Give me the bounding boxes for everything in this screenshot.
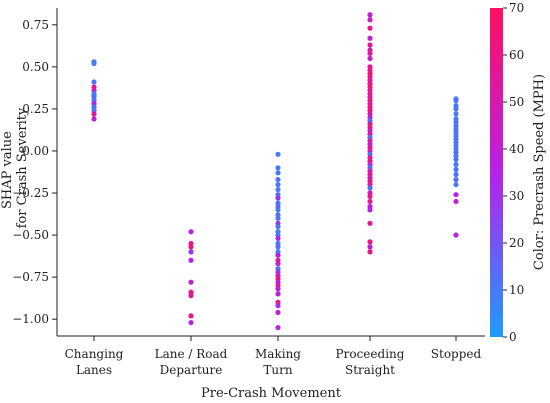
y-tick-label: −0.25	[12, 186, 49, 200]
data-point	[367, 249, 373, 255]
x-tick-label: Stopped	[431, 347, 482, 361]
y-axis-title-line-2: for Crash Severity	[15, 107, 30, 228]
data-point	[188, 244, 194, 250]
colorbar-tick-label: 0	[509, 330, 517, 344]
y-tick-label: 0.75	[22, 18, 49, 32]
colorbar-tick-label: 10	[509, 283, 524, 297]
y-axis-ticks: 0.75 0.50 0.25 0.00 −0.25 −0.50 −0.75 −1.00	[12, 18, 57, 326]
data-point	[367, 220, 373, 226]
x-tick-label: Proceeding Straight	[336, 347, 405, 377]
data-point	[453, 156, 459, 162]
data-point	[275, 244, 281, 250]
y-tick-label: −0.75	[12, 270, 49, 284]
data-point	[275, 176, 281, 183]
colorbar-tick-label: 60	[509, 48, 524, 62]
colorbar-title: Color: Precrash Speed (MPH)	[532, 74, 547, 270]
data-point	[275, 261, 281, 267]
data-point	[188, 257, 194, 263]
data-point	[367, 198, 373, 205]
data-point	[188, 249, 194, 255]
colorbar-ticks: 0 10 20 30 40 50 60 70	[503, 1, 524, 344]
y-tick-label: 0.25	[22, 102, 49, 116]
y-tick-label: −1.00	[12, 312, 49, 326]
data-point	[453, 97, 459, 104]
data-point	[275, 195, 281, 201]
data-point	[275, 187, 281, 193]
data-point	[188, 279, 194, 285]
data-point	[453, 166, 459, 173]
colorbar: 0 10 20 30 40 50 60 70	[490, 1, 524, 344]
data-point	[367, 35, 373, 41]
data-point	[275, 286, 281, 292]
data-point	[367, 55, 373, 62]
x-tick-label: Changing Lanes	[65, 347, 124, 377]
data-point	[275, 252, 281, 258]
y-axis-title: SHAP value for Crash Severity	[0, 107, 30, 228]
plot-area	[56, 8, 485, 337]
data-point	[275, 215, 281, 221]
data-point	[91, 111, 97, 117]
data-point	[367, 25, 373, 31]
data-point	[275, 165, 281, 171]
data-point	[453, 176, 459, 183]
data-point	[367, 193, 373, 199]
data-point	[367, 207, 373, 213]
data-point	[188, 313, 194, 319]
data-point	[453, 232, 459, 238]
y-axis-title-line-1: SHAP value	[0, 131, 15, 209]
data-point	[275, 303, 281, 309]
data-point	[188, 229, 194, 235]
data-point	[275, 235, 281, 242]
data-point	[275, 324, 281, 331]
colorbar-gradient	[490, 8, 503, 337]
data-point	[275, 291, 281, 297]
data-point	[367, 185, 373, 191]
data-point	[453, 161, 459, 168]
scatter-points	[91, 12, 459, 331]
data-point	[188, 293, 194, 299]
data-point	[275, 224, 281, 230]
data-point	[367, 239, 373, 245]
x-tick-label: Making Turn	[255, 347, 301, 377]
colorbar-tick-label: 20	[509, 236, 524, 250]
data-point	[91, 60, 97, 67]
data-point	[275, 309, 281, 316]
colorbar-tick-label: 40	[509, 142, 524, 156]
data-point	[188, 319, 194, 326]
data-point	[91, 116, 97, 122]
data-point	[453, 106, 459, 112]
data-point	[367, 244, 373, 250]
x-tick-label: Lane / Road Departure	[155, 347, 228, 377]
data-point	[453, 171, 459, 178]
data-point	[453, 182, 459, 188]
data-point	[453, 192, 459, 198]
colorbar-tick-label: 50	[509, 95, 524, 109]
data-point	[367, 42, 373, 48]
data-point	[367, 50, 373, 57]
data-point	[367, 12, 373, 18]
y-tick-label: −0.50	[12, 228, 49, 242]
y-tick-label: 0.00	[22, 144, 49, 158]
x-axis-ticks: Changing Lanes Lane / Road Departure Making T…	[65, 336, 482, 377]
colorbar-tick-label: 70	[509, 1, 524, 15]
data-point	[275, 207, 281, 213]
x-axis-title: Pre-Crash Movement	[201, 386, 342, 401]
data-point	[275, 182, 281, 188]
data-point	[453, 111, 459, 117]
data-point	[367, 17, 373, 23]
y-tick-label: 0.50	[22, 60, 49, 74]
data-point	[275, 151, 281, 157]
data-point	[453, 198, 459, 205]
data-point	[91, 79, 97, 85]
colorbar-tick-label: 30	[509, 189, 524, 203]
data-point	[275, 170, 281, 176]
